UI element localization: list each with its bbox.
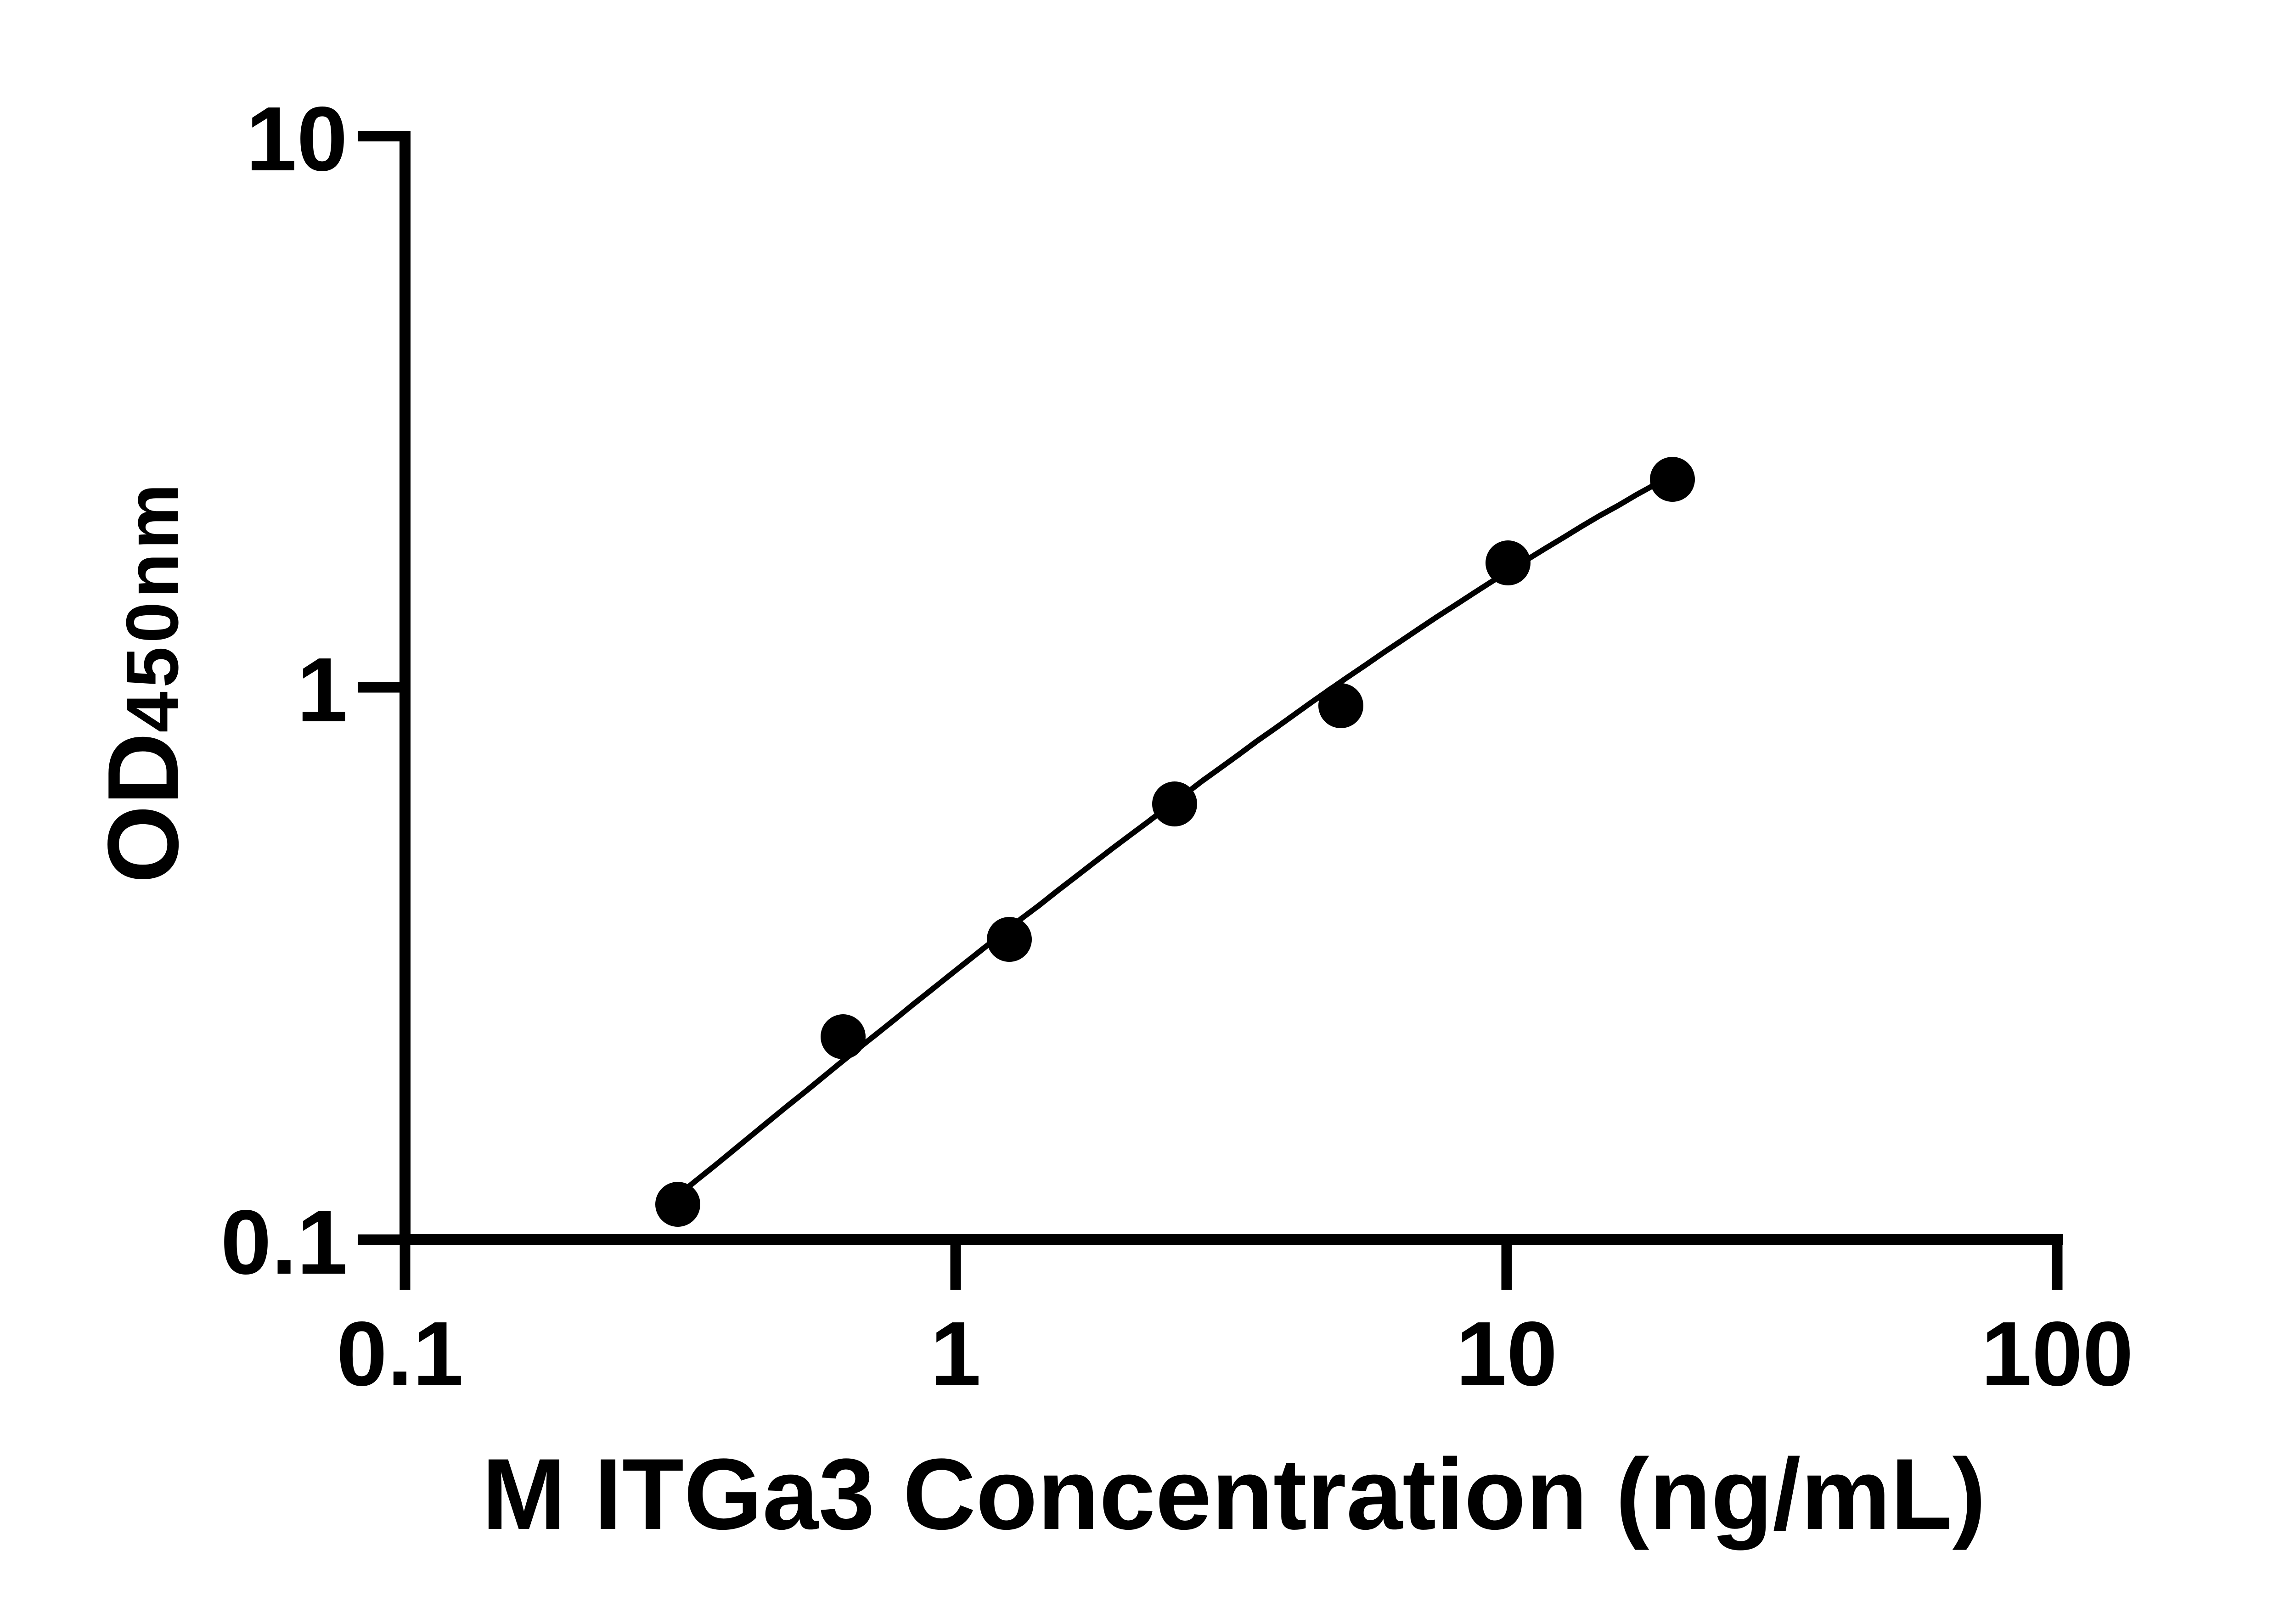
svg-text:1: 1 bbox=[930, 1303, 981, 1405]
svg-text:1: 1 bbox=[297, 639, 348, 741]
svg-text:10: 10 bbox=[246, 88, 348, 190]
svg-text:10: 10 bbox=[1456, 1303, 1557, 1405]
svg-text:0.1: 0.1 bbox=[220, 1191, 348, 1293]
svg-text:100: 100 bbox=[1981, 1303, 2133, 1405]
svg-text:0.1: 0.1 bbox=[337, 1303, 464, 1405]
svg-text:M ITGa3 Concentration (ng/mL): M ITGa3 Concentration (ng/mL) bbox=[482, 1438, 1986, 1551]
